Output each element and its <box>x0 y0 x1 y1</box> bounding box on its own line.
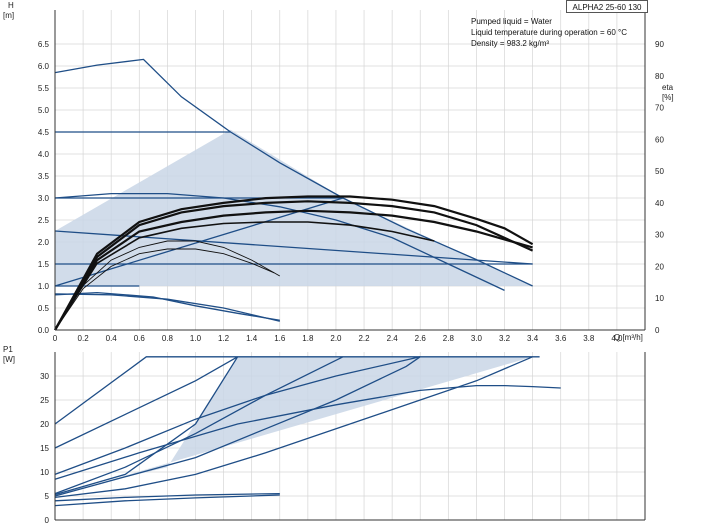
y-tick-label-head: 0.5 <box>38 304 50 313</box>
power-curve-5 <box>54 356 239 496</box>
x-tick-label: 3.0 <box>471 334 483 343</box>
x-tick-label: 3.6 <box>555 334 567 343</box>
y2-tick-label-eta: 0 <box>655 326 660 335</box>
x-tick-label: 1.0 <box>190 334 202 343</box>
head-axis-title: H <box>8 1 14 10</box>
head-curve-4 <box>54 230 533 265</box>
x-tick-label: 1.2 <box>218 334 230 343</box>
y-tick-label-head: 5.0 <box>38 106 50 115</box>
y-tick-label-power: 0 <box>45 516 50 525</box>
efficiency-curve-3 <box>54 221 435 331</box>
head-operating-area <box>55 129 533 286</box>
y-tick-label-head: 6.0 <box>38 62 50 71</box>
y2-tick-label-eta: 40 <box>655 199 664 208</box>
x-tick-label: 2.6 <box>415 334 427 343</box>
y-tick-label-head: 6.5 <box>38 40 50 49</box>
y-tick-label-head: 0.0 <box>38 326 50 335</box>
x-tick-label: 0.8 <box>162 334 174 343</box>
y2-tick-label-eta: 70 <box>655 104 664 113</box>
head-curve-0 <box>54 58 533 287</box>
power-curve-2 <box>54 356 421 476</box>
y-tick-label-head: 4.5 <box>38 128 50 137</box>
y-tick-label-head: 1.0 <box>38 282 50 291</box>
power-axis-unit: [W] <box>3 355 15 364</box>
y2-tick-label-eta: 10 <box>655 294 664 303</box>
y2-tick-label-eta: 20 <box>655 262 664 271</box>
x-tick-label: 1.8 <box>302 334 314 343</box>
pumped-liquid-text: Pumped liquid = Water <box>471 17 552 26</box>
y-tick-label-head: 2.0 <box>38 238 50 247</box>
axis-labels: 0 0.2 0.4 0.6 0.8 1.0 1.2 1.4 1.6 1.8 2.0 2.2 2.4 2.6… <box>3 1 674 525</box>
eta-axis-unit: [%] <box>662 93 674 102</box>
y-tick-label-head: 2.5 <box>38 216 50 225</box>
axes <box>54 10 646 521</box>
y-tick-label-power: 25 <box>40 396 49 405</box>
x-tick-label: 2.8 <box>443 334 455 343</box>
x-tick-label: 3.8 <box>583 334 595 343</box>
y-tick-label-head: 3.0 <box>38 194 50 203</box>
x-tick-label: 3.2 <box>499 334 511 343</box>
power-curve-6 <box>54 356 344 495</box>
x-tick-label: 3.4 <box>527 334 539 343</box>
y-tick-label-power: 5 <box>45 492 50 501</box>
y-tick-label-power: 30 <box>40 372 49 381</box>
x-tick-label: 2.0 <box>330 334 342 343</box>
y-tick-label-head: 3.5 <box>38 172 50 181</box>
y2-tick-label-eta: 30 <box>655 231 664 240</box>
liquid-info: Pumped liquid = Water Liquid temperature… <box>471 16 627 49</box>
power-curve-4 <box>54 356 533 499</box>
curve-series <box>54 58 561 507</box>
x-tick-label: 4.0 <box>611 334 623 343</box>
x-tick-label: 0 <box>53 334 58 343</box>
x-tick-label: 0.2 <box>78 334 90 343</box>
flow-axis-title: Q [m³/h] <box>614 333 643 342</box>
power-curve-3 <box>54 384 561 480</box>
y2-tick-label-eta: 50 <box>655 167 664 176</box>
power-operating-area <box>55 356 533 496</box>
power-curve-8 <box>54 492 280 502</box>
head-axis-unit: [m] <box>3 11 14 20</box>
shaded-operating-range <box>55 129 533 496</box>
power-axis-title: P1 <box>3 345 13 354</box>
y-tick-label-power: 20 <box>40 420 49 429</box>
power-curve-0 <box>54 356 540 425</box>
y-tick-label-head: 1.5 <box>38 260 50 269</box>
eta-axis-title: eta <box>662 83 674 92</box>
power-curve-7 <box>54 356 421 497</box>
y-tick-label-power: 10 <box>40 468 49 477</box>
efficiency-curve-4 <box>54 240 281 331</box>
y2-tick-label-eta: 90 <box>655 40 664 49</box>
efficiency-curve-1 <box>54 200 534 331</box>
efficiency-curve-0 <box>54 195 534 331</box>
x-tick-label: 2.4 <box>387 334 399 343</box>
pump-model-label: ALPHA2 25-60 130 <box>566 0 648 13</box>
x-tick-label: 1.4 <box>246 334 258 343</box>
power-curve-9 <box>54 494 280 507</box>
efficiency-curve-5 <box>54 248 275 331</box>
y-tick-label-head: 5.5 <box>38 84 50 93</box>
head-curve-8 <box>54 293 280 322</box>
y-tick-label-head: 4.0 <box>38 150 50 159</box>
power-curve-1 <box>54 356 238 449</box>
y2-tick-label-eta: 60 <box>655 135 664 144</box>
x-tick-label: 1.6 <box>274 334 286 343</box>
y-tick-label-power: 15 <box>40 444 49 453</box>
head-curve-9 <box>54 291 280 321</box>
head-curve-3 <box>54 192 505 291</box>
liquid-temperature-text: Liquid temperature during operation = 60… <box>471 28 627 37</box>
y2-tick-label-eta: 80 <box>655 72 664 81</box>
x-tick-label: 2.2 <box>358 334 370 343</box>
x-tick-label: 0.4 <box>106 334 118 343</box>
efficiency-curve-2 <box>54 209 533 331</box>
density-text: Density = 983.2 kg/m³ <box>471 39 550 48</box>
x-tick-label: 0.6 <box>134 334 146 343</box>
